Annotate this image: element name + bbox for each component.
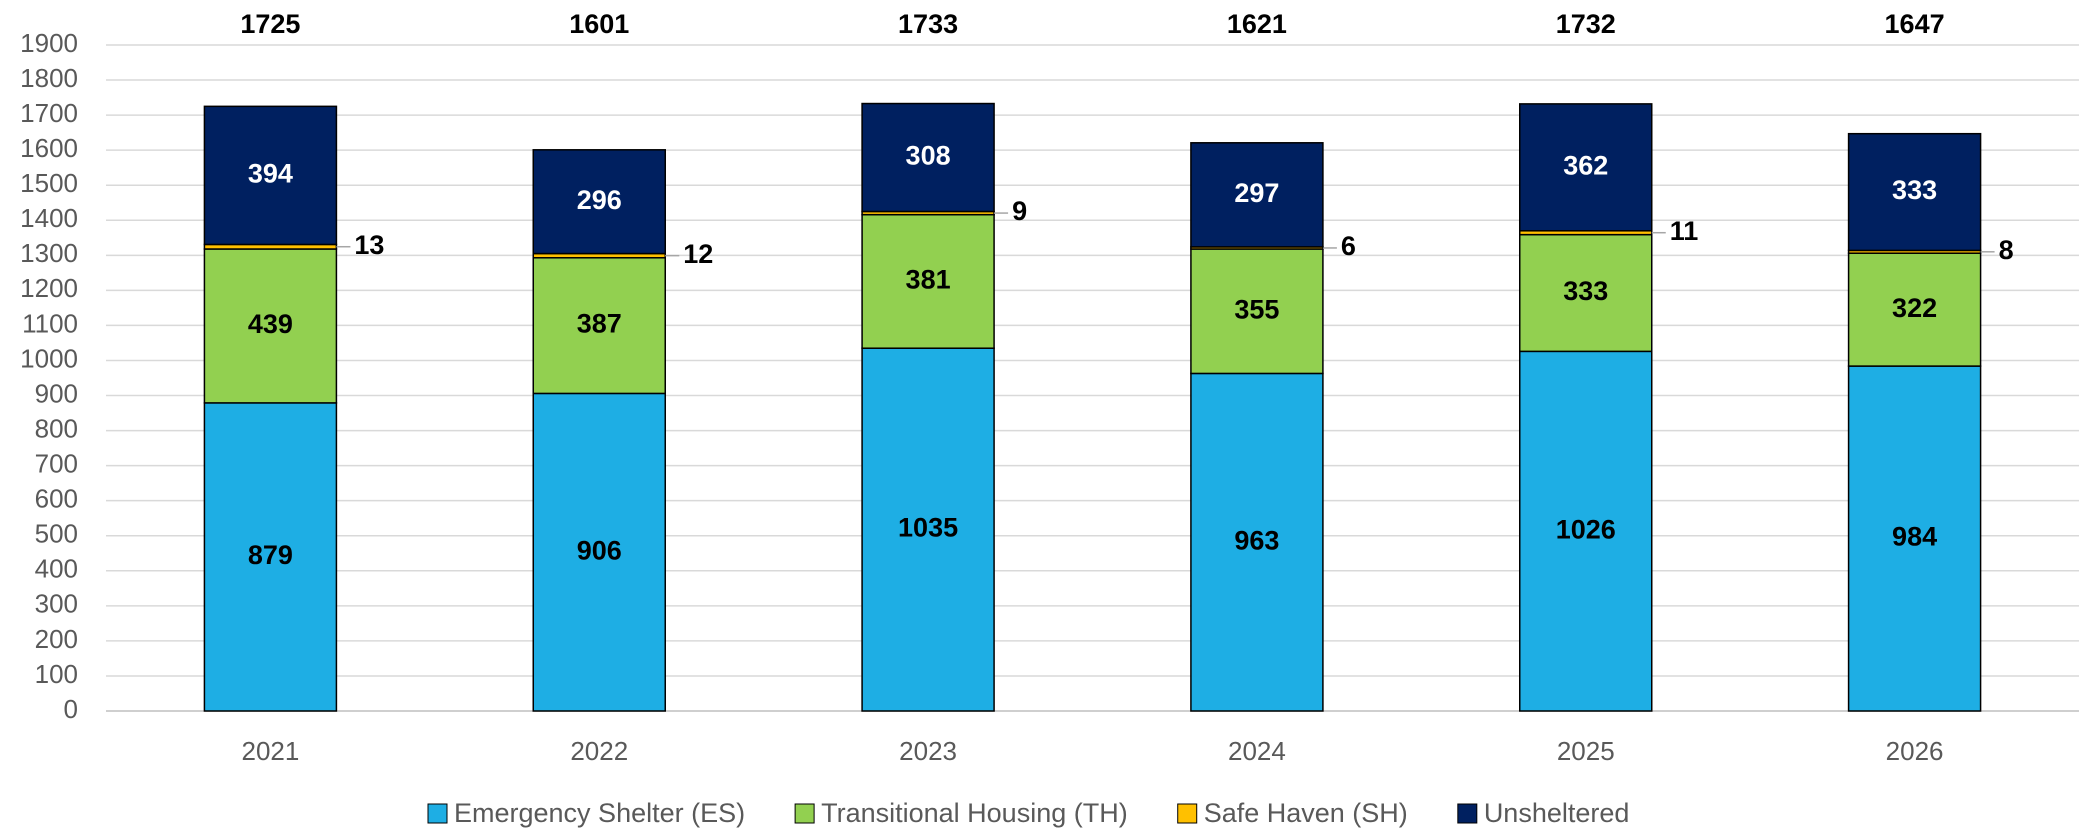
bar-segment (861, 102, 995, 213)
legend-label: Safe Haven (SH) (1204, 798, 1408, 828)
y-tick-label: 1400 (20, 203, 78, 233)
data-label: 362 (1563, 150, 1608, 180)
data-label: 333 (1563, 276, 1608, 306)
data-label: 308 (906, 141, 951, 171)
total-label: 1733 (898, 9, 958, 39)
bar-segment (203, 248, 338, 404)
total-label: 1725 (240, 9, 300, 39)
x-tick-label: 2022 (570, 736, 628, 766)
data-label: 387 (577, 309, 622, 339)
y-tick-label: 1100 (22, 308, 78, 338)
legend-label: Emergency Shelter (ES) (454, 798, 745, 828)
data-label: 394 (248, 159, 293, 189)
y-tick-label: 500 (35, 519, 78, 549)
y-tick-label: 1600 (20, 133, 78, 163)
bar-segment (1519, 350, 1653, 712)
data-label: 8 (1999, 235, 2014, 265)
bar-segment (1847, 132, 1982, 252)
y-tick-label: 1800 (20, 63, 78, 93)
bar-segment (1847, 365, 1982, 712)
data-label: 984 (1892, 522, 1937, 552)
legend-swatch (1457, 803, 1478, 824)
y-tick-label: 1000 (20, 343, 78, 373)
total-label: 1732 (1556, 9, 1616, 39)
bar-segment (1190, 248, 1324, 375)
bar-segment (1847, 252, 1982, 367)
y-tick-label: 900 (35, 378, 78, 408)
data-label: 12 (683, 239, 713, 269)
x-tick-label: 2023 (899, 736, 957, 766)
y-tick-label: 1500 (20, 168, 78, 198)
bar-segment (1519, 233, 1653, 353)
data-label: 333 (1892, 175, 1937, 205)
data-label: 879 (248, 540, 293, 570)
total-label: 1601 (569, 9, 629, 39)
bar-segment (532, 392, 666, 712)
data-label: 6 (1341, 231, 1356, 261)
legend-swatch (427, 803, 448, 824)
data-label: 963 (1234, 525, 1279, 555)
y-tick-label: 200 (35, 624, 78, 654)
x-tick-label: 2025 (1557, 736, 1615, 766)
y-tick-label: 700 (35, 449, 78, 479)
y-tick-label: 1300 (20, 238, 78, 268)
data-label: 322 (1892, 293, 1937, 323)
total-label: 1647 (1885, 9, 1945, 39)
data-label: 9 (1012, 196, 1027, 226)
legend-label: Transitional Housing (TH) (821, 798, 1128, 828)
data-label: 439 (248, 309, 293, 339)
bar-segment (532, 257, 666, 395)
data-label: 13 (354, 230, 384, 260)
y-tick-label: 1700 (20, 98, 78, 128)
data-label: 1035 (898, 513, 958, 543)
bar-segment (1190, 142, 1324, 248)
bar-segment (203, 105, 338, 246)
bar-segment (861, 213, 995, 349)
data-label: 355 (1234, 294, 1279, 324)
legend-swatch (794, 803, 815, 824)
legend-label: Unsheltered (1484, 798, 1630, 828)
y-tick-label: 100 (35, 659, 78, 689)
data-label: 906 (577, 535, 622, 565)
y-tick-label: 300 (35, 589, 78, 619)
data-label: 297 (1234, 178, 1279, 208)
bar-segment (861, 347, 995, 712)
total-label: 1621 (1227, 9, 1287, 39)
y-tick-label: 400 (35, 554, 78, 584)
data-label: 381 (906, 265, 951, 295)
x-tick-label: 2021 (241, 736, 299, 766)
bar-segment (203, 402, 338, 712)
x-tick-label: 2024 (1228, 736, 1286, 766)
data-label: 296 (577, 185, 622, 215)
data-label: 1026 (1556, 514, 1616, 544)
y-tick-label: 600 (35, 484, 78, 514)
bar-segment (1190, 372, 1324, 712)
y-tick-label: 1200 (20, 273, 78, 303)
y-tick-label: 1900 (20, 28, 78, 58)
y-tick-label: 0 (64, 694, 78, 724)
data-label: 11 (1670, 216, 1699, 246)
bar-segment (532, 149, 666, 255)
legend-swatch (1177, 803, 1198, 824)
bar-segment (1519, 103, 1653, 232)
y-tick-label: 800 (35, 413, 78, 443)
x-tick-label: 2026 (1886, 736, 1944, 766)
